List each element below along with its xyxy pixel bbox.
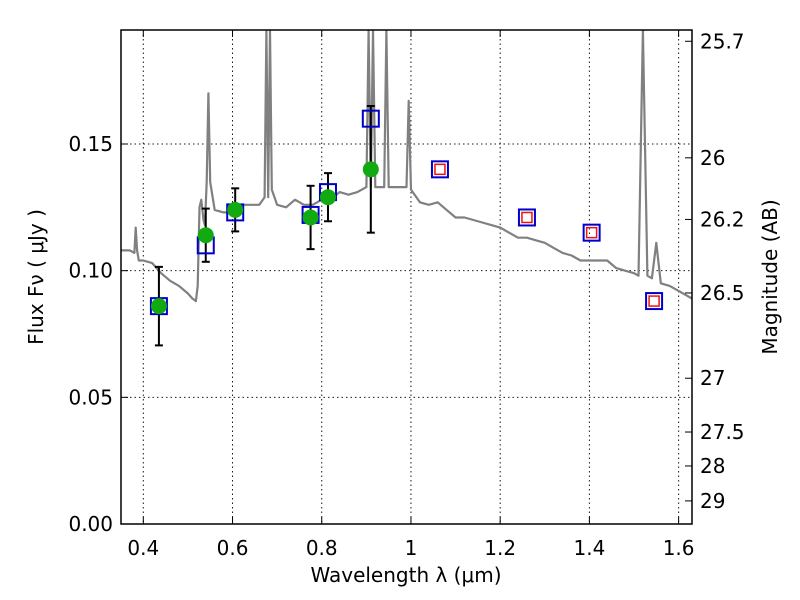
nir-point-outer-square <box>430 160 449 179</box>
nir-point-outer-square <box>517 208 536 227</box>
observed-point <box>227 201 244 218</box>
axes: 0.4 0.6 0.8 1 1.2 1.4 1.6 0.00 0.05 0.10 0.15 25.7 2… <box>68 29 744 560</box>
observed-point <box>197 227 214 244</box>
y-right-tick-label: 26.2 <box>700 207 745 231</box>
nir-point-inner-square <box>521 211 533 224</box>
x-tick-label: 0.8 <box>306 536 338 560</box>
y-right-tick-label: 27 <box>700 366 725 390</box>
y-right-tick-label: 25.7 <box>700 29 745 53</box>
x-tick-label: 0.6 <box>217 536 249 560</box>
nir-point-inner-square <box>585 226 598 239</box>
x-tick-label: 1.4 <box>573 536 605 560</box>
nir-point-inner-square <box>648 295 660 307</box>
x-tick-label: 0.4 <box>127 536 159 560</box>
y-tick-label: 0.15 <box>68 132 113 156</box>
observed-point <box>150 298 167 315</box>
model-point-square <box>361 109 380 128</box>
observed-point <box>302 209 319 226</box>
observed-point <box>362 161 379 178</box>
y-right-tick-label: 26 <box>700 146 725 170</box>
y-right-tick-label: 28 <box>700 454 725 478</box>
x-axis-label: Wavelength λ (μm) <box>310 563 501 587</box>
plot-area <box>121 30 692 347</box>
y-right-tick-label: 27.5 <box>700 420 745 444</box>
x-tick-label: 1.6 <box>663 536 695 560</box>
x-tick-label: 1.2 <box>484 536 516 560</box>
y-tick-label: 0.05 <box>68 385 113 409</box>
observed-point <box>319 189 336 206</box>
x-tick-label: 1 <box>405 536 418 560</box>
plot-frame <box>120 29 693 525</box>
nir-point-outer-square <box>645 292 664 311</box>
y-axis-label: Flux Fν ( μJy ) <box>24 209 48 345</box>
y-axis-right-label: Magnitude (AB) <box>758 199 782 354</box>
y-tick-label: 0.00 <box>68 512 113 536</box>
y-right-tick-label: 29 <box>700 489 725 513</box>
grid-lines <box>121 30 692 524</box>
y-tick-label: 0.10 <box>68 259 113 283</box>
model-spectrum-line <box>121 30 692 303</box>
nir-point-outer-square <box>582 223 601 242</box>
nir-point-inner-square <box>434 163 446 176</box>
y-right-tick-label: 26.5 <box>700 281 745 305</box>
